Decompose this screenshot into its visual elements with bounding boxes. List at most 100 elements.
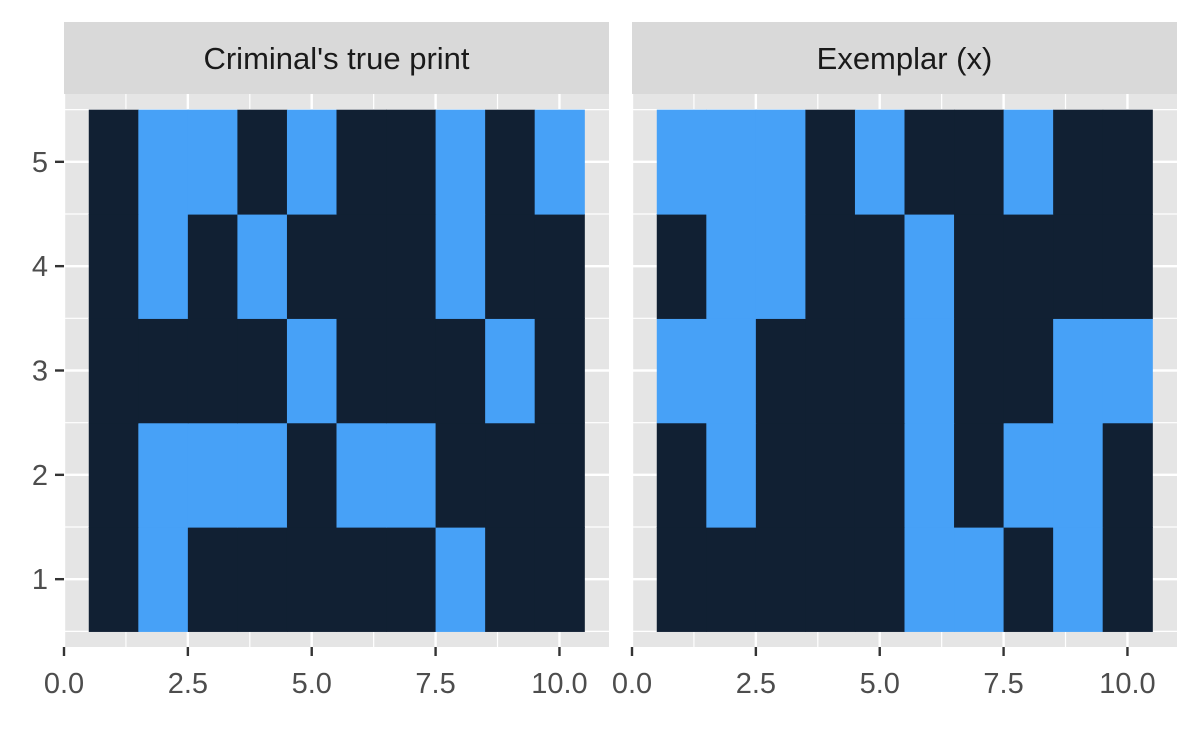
heatmap-cells — [656, 109, 1153, 632]
heatmap-cell — [1003, 109, 1054, 215]
panel-title: Exemplar (x) — [817, 41, 993, 76]
heatmap-cell — [1053, 527, 1104, 632]
heatmap-cell — [656, 109, 707, 215]
x-tick-label: 0.0 — [44, 668, 84, 700]
strip-background — [64, 22, 609, 94]
heatmap-cell — [138, 318, 189, 424]
heatmap-cell — [237, 422, 288, 528]
heatmap-cell — [805, 109, 856, 215]
heatmap-cell — [386, 422, 437, 528]
x-tick-label: 10.0 — [531, 668, 587, 700]
heatmap-cell — [706, 318, 757, 424]
heatmap-cell — [534, 213, 585, 319]
heatmap-cell — [805, 318, 856, 424]
heatmap-cell — [187, 527, 239, 632]
heatmap-cell — [286, 527, 338, 632]
heatmap-cell — [706, 422, 757, 528]
heatmap-cell — [187, 109, 239, 215]
x-tick-label: 2.5 — [168, 668, 208, 700]
heatmap-cell — [187, 422, 239, 528]
heatmap-cell — [286, 213, 338, 319]
heatmap-cell — [656, 213, 707, 319]
heatmap-cell — [386, 527, 437, 632]
heatmap-cell — [435, 527, 486, 632]
x-tick-label: 7.5 — [415, 668, 455, 700]
heatmap-cell — [435, 109, 486, 215]
heatmap-cell — [1053, 318, 1104, 424]
heatmap-cell — [854, 527, 906, 632]
heatmap-cell — [88, 109, 139, 215]
heatmap-cell — [138, 422, 189, 528]
heatmap-cell — [904, 213, 955, 319]
heatmap-cell — [904, 422, 955, 528]
heatmap-cell — [755, 422, 807, 528]
heatmap-cell — [286, 318, 338, 424]
heatmap-cell — [904, 109, 955, 215]
heatmap-cell — [954, 109, 1005, 215]
heatmap-cell — [88, 527, 139, 632]
heatmap-cell — [286, 422, 338, 528]
heatmap-cell — [656, 422, 707, 528]
heatmap-cell — [1053, 109, 1104, 215]
heatmap-cell — [336, 213, 387, 319]
heatmap-cell — [237, 213, 288, 319]
panel-criminals-true-print: Criminal's true print — [62, 22, 609, 647]
heatmap-cell — [805, 422, 856, 528]
heatmap-cell — [904, 527, 955, 632]
x-tick-label: 2.5 — [736, 668, 776, 700]
x-tick-label: 0.0 — [612, 668, 652, 700]
heatmap-cell — [237, 527, 288, 632]
heatmap-cell — [805, 213, 856, 319]
heatmap-cell — [656, 318, 707, 424]
heatmap-cell — [1003, 213, 1054, 319]
heatmap-cell — [755, 318, 807, 424]
heatmap-cell — [706, 213, 757, 319]
y-tick-label: 5 — [32, 147, 48, 179]
heatmap-cell — [1003, 318, 1054, 424]
y-tick-label: 4 — [32, 251, 48, 283]
x-axis-left: 0.0 2.5 5.0 7.5 10.0 — [44, 647, 588, 700]
heatmap-cell — [1102, 318, 1153, 424]
heatmap-cell — [954, 318, 1005, 424]
y-axis: 1 2 3 4 5 — [32, 147, 64, 596]
x-axis-right: 0.0 2.5 5.0 7.5 10.0 — [612, 647, 1156, 700]
heatmap-cell — [1003, 422, 1054, 528]
heatmap-cell — [485, 109, 536, 215]
heatmap-cell — [237, 109, 288, 215]
heatmap-cell — [534, 527, 585, 632]
heatmap-cell — [755, 213, 807, 319]
heatmap-cell — [1102, 213, 1153, 319]
heatmap-cell — [534, 109, 585, 215]
heatmap-cell — [88, 422, 139, 528]
heatmap-cell — [954, 213, 1005, 319]
heatmap-cell — [485, 213, 536, 319]
heatmap-cell — [954, 422, 1005, 528]
heatmap-cell — [336, 109, 387, 215]
heatmap-cell — [88, 213, 139, 319]
y-tick-label: 1 — [32, 564, 48, 596]
heatmap-cell — [435, 213, 486, 319]
heatmap-cell — [435, 422, 486, 528]
strip-background — [632, 22, 1177, 94]
panel-title: Criminal's true print — [203, 41, 469, 76]
heatmap-cell — [485, 318, 536, 424]
heatmap-cell — [854, 422, 906, 528]
heatmap-cell — [1102, 422, 1153, 528]
heatmap-cell — [88, 318, 139, 424]
heatmap-cell — [237, 318, 288, 424]
heatmap-cell — [854, 213, 906, 319]
heatmap-cell — [954, 527, 1005, 632]
x-tick-label: 7.5 — [983, 668, 1023, 700]
heatmap-cell — [805, 527, 856, 632]
y-tick-label: 2 — [32, 460, 48, 492]
heatmap-cell — [1102, 527, 1153, 632]
heatmap-cell — [138, 109, 189, 215]
x-tick-label: 5.0 — [292, 668, 332, 700]
heatmap-cell — [755, 527, 807, 632]
heatmap-cell — [656, 527, 707, 632]
heatmap-cell — [854, 318, 906, 424]
x-tick-label: 5.0 — [860, 668, 900, 700]
heatmap-cell — [904, 318, 955, 424]
heatmap-cell — [286, 109, 338, 215]
